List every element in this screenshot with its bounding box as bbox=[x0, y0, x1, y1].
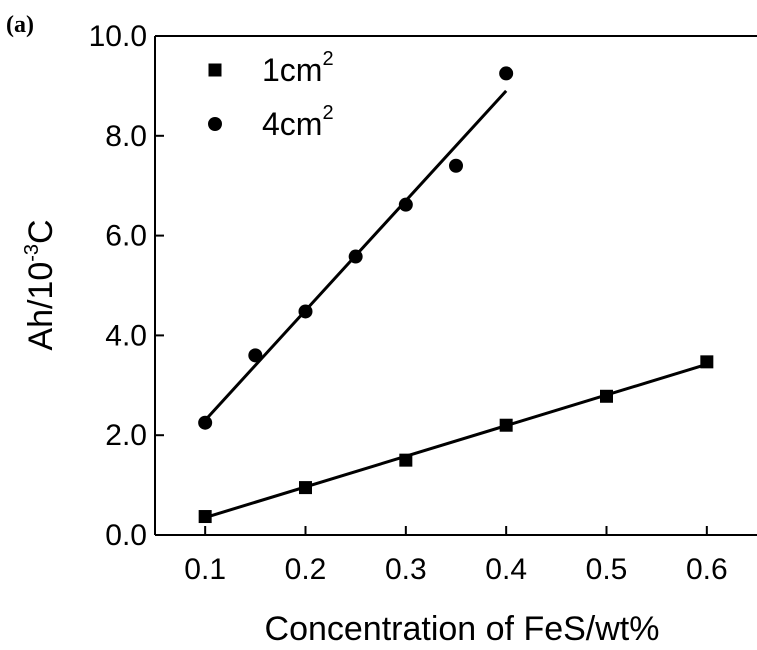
x-tick-label: 0.2 bbox=[285, 553, 327, 586]
data-point bbox=[299, 481, 312, 495]
series-2 bbox=[198, 66, 514, 430]
data-point bbox=[399, 453, 413, 467]
x-tick-label: 0.5 bbox=[586, 553, 628, 586]
series-layer bbox=[198, 66, 714, 524]
data-point bbox=[298, 304, 313, 319]
y-tick-label: 2.0 bbox=[105, 419, 147, 452]
y-axis-title: Ah/10-3C bbox=[21, 219, 60, 350]
axes bbox=[154, 35, 757, 536]
legend-entry: 4cm2 bbox=[208, 102, 334, 142]
legend-label: 1cm2 bbox=[262, 48, 334, 88]
y-tick-label: 0.0 bbox=[105, 519, 147, 552]
legend-marker bbox=[208, 63, 222, 77]
x-tick-label: 0.1 bbox=[184, 553, 226, 586]
series-1 bbox=[198, 355, 714, 524]
data-point bbox=[600, 389, 613, 403]
y-tick-label: 6.0 bbox=[105, 220, 147, 253]
y-axis-title-exponent: -3 bbox=[21, 244, 43, 262]
legend-label-main: 1cm bbox=[262, 52, 322, 88]
legend-entry: 1cm2 bbox=[208, 48, 334, 88]
y-tick-label: 8.0 bbox=[105, 120, 147, 153]
x-tick-label: 0.6 bbox=[686, 553, 728, 586]
legend-label-exponent: 2 bbox=[322, 102, 333, 124]
x-tick-label: 0.4 bbox=[485, 553, 527, 586]
data-point bbox=[398, 197, 413, 212]
data-point bbox=[499, 418, 513, 432]
data-point bbox=[700, 355, 714, 369]
x-axis-title: Concentration of FeS/wt% bbox=[265, 610, 660, 648]
fit-line bbox=[204, 362, 708, 519]
x-tick-label: 0.3 bbox=[385, 553, 427, 586]
data-point bbox=[499, 66, 514, 81]
data-point bbox=[248, 348, 263, 363]
y-axis-title-main: Ah/10 bbox=[22, 262, 60, 351]
data-point bbox=[198, 510, 212, 524]
data-point bbox=[198, 415, 213, 430]
y-tick-label: 10.0 bbox=[89, 20, 147, 53]
y-ticks: 0.0 2.0 4.0 6.0 8.0 10.0 bbox=[89, 20, 164, 552]
legend-marker bbox=[208, 117, 222, 131]
data-point bbox=[348, 249, 363, 264]
data-point bbox=[449, 158, 463, 173]
legend-label: 4cm2 bbox=[262, 102, 334, 142]
panel-label: (a) bbox=[6, 12, 34, 38]
x-ticks: 0.1 0.2 0.3 0.4 0.5 0.6 bbox=[184, 526, 728, 586]
y-axis-title-unit: C bbox=[22, 219, 60, 244]
y-tick-label: 4.0 bbox=[105, 319, 147, 352]
legend-label-exponent: 2 bbox=[322, 48, 333, 70]
legend-label-main: 4cm bbox=[262, 106, 322, 142]
